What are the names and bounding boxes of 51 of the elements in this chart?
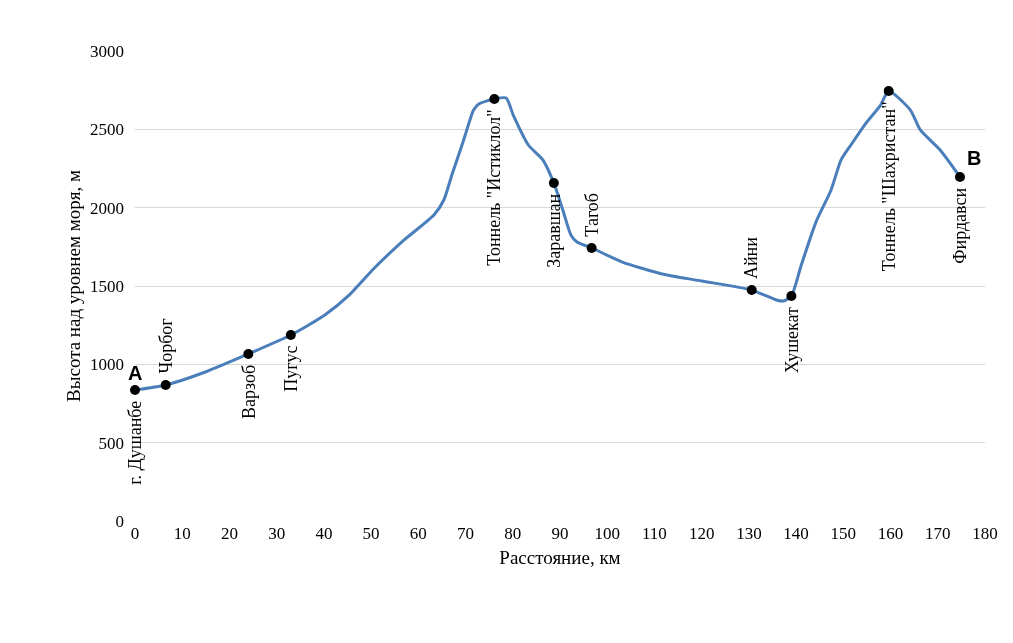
x-tick-label: 70 bbox=[457, 524, 475, 543]
annotation: Заравшан bbox=[543, 193, 564, 268]
annotation: A bbox=[128, 362, 143, 384]
annotation: Тоннель "Шахристан" bbox=[879, 101, 900, 272]
x-tick-label: 130 bbox=[736, 524, 762, 543]
x-tick-label: 180 bbox=[972, 524, 998, 543]
y-axis-title: Высота над уровнем моря, м bbox=[62, 170, 84, 402]
x-tick-label: 80 bbox=[504, 524, 522, 543]
x-axis-title: Расстояние, км bbox=[499, 546, 621, 568]
x-tick-label: 150 bbox=[830, 524, 857, 543]
x-tick-label: 110 bbox=[642, 524, 667, 543]
y-tick-label: 1500 bbox=[90, 276, 124, 296]
point bbox=[160, 380, 171, 391]
x-tick-label: 170 bbox=[925, 524, 951, 543]
point bbox=[243, 348, 254, 359]
annotation: Хушекат bbox=[781, 306, 802, 374]
x-tick-label: 90 bbox=[551, 524, 569, 543]
x-tick-label: 100 bbox=[594, 524, 620, 543]
annotation: Варзоб bbox=[238, 364, 259, 420]
x-tick-label: 160 bbox=[877, 524, 904, 543]
annotation: B bbox=[967, 147, 982, 169]
point bbox=[786, 291, 797, 302]
y-tick-label: 2500 bbox=[90, 120, 124, 140]
x-tick-label: 20 bbox=[220, 524, 238, 543]
x-tick-label: 140 bbox=[783, 524, 809, 543]
x-tick-label: 40 bbox=[315, 524, 333, 543]
point bbox=[130, 385, 140, 396]
annotation: Пугус bbox=[280, 345, 301, 392]
annotation: Тоннель "Истиклол" bbox=[483, 109, 504, 266]
x-tick-label: 30 bbox=[268, 524, 286, 543]
y-tick-label: 1000 bbox=[90, 355, 124, 375]
annotation: Фирдавси bbox=[950, 187, 971, 264]
point bbox=[954, 171, 965, 182]
point bbox=[746, 285, 757, 296]
point bbox=[548, 178, 559, 189]
annotation: Айни bbox=[741, 236, 762, 280]
y-tick-label: 500 bbox=[98, 433, 124, 453]
point bbox=[586, 242, 597, 253]
y-tick-label: 3000 bbox=[90, 41, 124, 61]
annotation: Чорбог bbox=[155, 318, 176, 374]
annotation: г. Душанбе bbox=[125, 400, 146, 485]
point bbox=[285, 330, 296, 341]
x-tick-label: 60 bbox=[409, 524, 427, 543]
point bbox=[489, 93, 500, 104]
x-tick-label: 10 bbox=[173, 524, 191, 543]
x-tick-label: 0 bbox=[130, 524, 140, 543]
x-tick-label: 50 bbox=[362, 524, 380, 543]
annotation: Тагоб bbox=[581, 193, 602, 237]
y-tick-label: 2000 bbox=[90, 198, 124, 218]
x-tick-label: 120 bbox=[688, 524, 715, 543]
point bbox=[883, 85, 894, 96]
